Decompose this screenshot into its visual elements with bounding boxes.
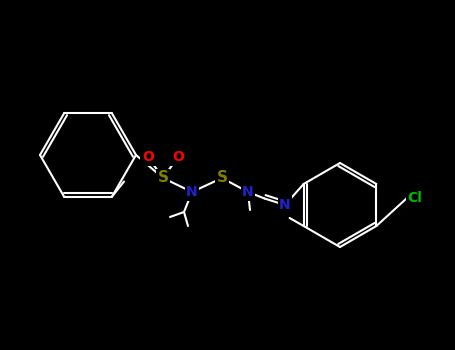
Text: Cl: Cl: [408, 191, 422, 205]
Text: S: S: [217, 170, 228, 186]
Text: O: O: [172, 150, 184, 164]
Text: N: N: [242, 185, 254, 199]
Text: N: N: [186, 185, 198, 199]
Text: N: N: [279, 198, 291, 212]
Text: O: O: [142, 150, 154, 164]
Text: S: S: [157, 170, 168, 186]
